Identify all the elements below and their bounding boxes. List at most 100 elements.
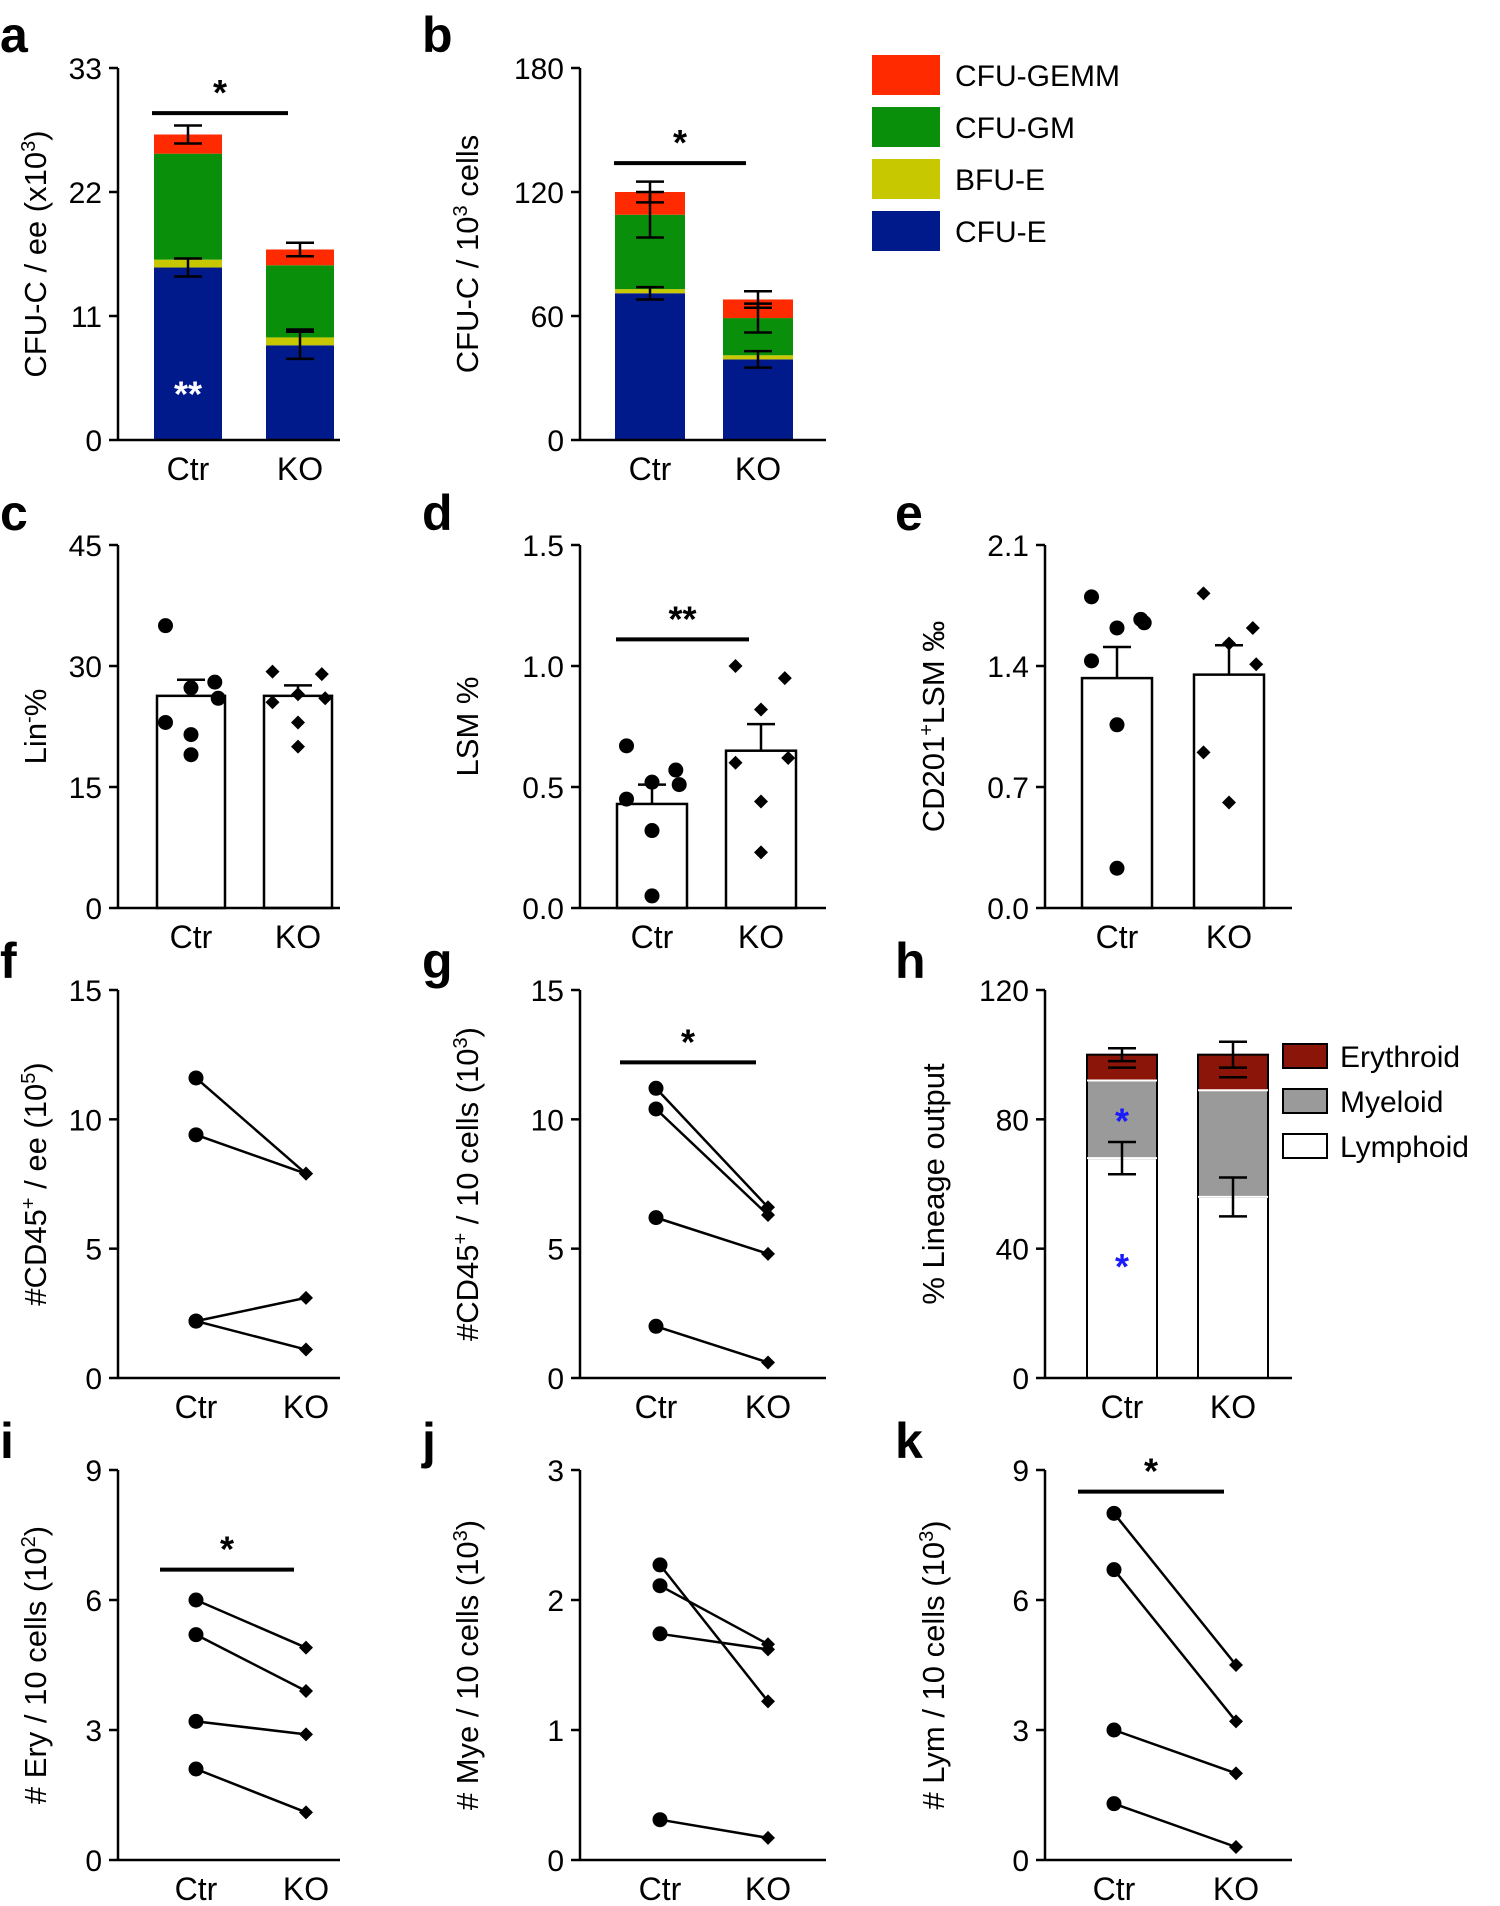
- data-point-circle: [644, 888, 660, 904]
- x-tick-label-ctr: Ctr: [629, 451, 672, 487]
- data-point-circle: [1109, 620, 1125, 636]
- data-point-circle: [1109, 717, 1125, 733]
- data-point-circle: [183, 747, 199, 763]
- panel-a: a CFU-C / ee (x103) ** 0 11 22 33 Ctr KO *: [0, 7, 340, 487]
- data-point-diamond: [761, 1200, 775, 1215]
- data-point-circle: [188, 1127, 204, 1143]
- panel-b: b CFU-C / 103 cells 0 60 120 180 Ctr KO *: [422, 7, 826, 487]
- panel-label-g: g: [422, 933, 453, 989]
- panel-label-d: d: [422, 485, 453, 541]
- data-point-diamond: [1222, 636, 1236, 651]
- y-tick-label: 1.4: [987, 651, 1029, 684]
- data-point-circle: [619, 791, 634, 807]
- pair-line: [1113, 1802, 1237, 1849]
- pair-line: [195, 1633, 307, 1693]
- data-point-diamond: [299, 1290, 313, 1305]
- data-point-diamond: [1222, 795, 1236, 810]
- y-tick-label: 5: [85, 1234, 102, 1267]
- data-point-circle: [158, 618, 173, 634]
- pair-line: [195, 1767, 307, 1814]
- y-tick-label: 120: [514, 177, 564, 210]
- y-axis-label: % Lineage output: [916, 1063, 951, 1305]
- pair-line: [195, 1720, 307, 1736]
- y-tick-label: 0: [85, 1845, 102, 1878]
- data-point-circle: [671, 777, 687, 793]
- y-tick-label: 80: [996, 1104, 1029, 1137]
- data-point-circle: [188, 1592, 204, 1608]
- bar-cfu-gm-ko: [266, 265, 334, 338]
- y-tick-label: 0: [1012, 1845, 1029, 1878]
- pair-line: [655, 1108, 769, 1216]
- y-axis-label: #CD45+ / ee (105): [18, 1062, 53, 1305]
- x-tick-label-ctr: Ctr: [175, 1389, 218, 1425]
- data-point-diamond: [299, 1166, 313, 1181]
- legend-swatch-erythroid: [1282, 1043, 1328, 1069]
- pair-line: [655, 1325, 769, 1364]
- data-point-diamond: [754, 794, 768, 809]
- data-point-circle: [1084, 589, 1099, 605]
- data-point-circle: [210, 690, 226, 706]
- y-axis-label: CFU-C / 103 cells: [450, 135, 485, 374]
- y-tick-label: 10: [69, 1104, 102, 1137]
- data-point-diamond: [754, 845, 768, 860]
- y-tick-label: 60: [531, 301, 564, 334]
- x-tick-label-ctr: Ctr: [631, 919, 674, 955]
- bar-lymphoid-ko: [1197, 1195, 1269, 1380]
- data-point-diamond: [314, 667, 329, 682]
- y-tick-label: 2: [547, 1585, 564, 1618]
- y-tick-label: 180: [514, 53, 564, 86]
- panel-label-b: b: [422, 7, 453, 63]
- data-point-circle: [619, 738, 634, 754]
- data-point-diamond: [728, 755, 743, 770]
- data-point-diamond: [1229, 1840, 1243, 1854]
- legend-swatch-bfu-e: [872, 159, 940, 199]
- pair-line: [659, 1584, 769, 1646]
- pair-line: [1113, 1512, 1237, 1666]
- data-point-diamond: [1229, 1714, 1243, 1729]
- y-tick-label: 3: [1012, 1715, 1029, 1748]
- legend-label-bfu-e: BFU-E: [955, 164, 1045, 197]
- data-point-circle: [1084, 653, 1099, 669]
- pair-line: [195, 1077, 307, 1175]
- data-point-circle: [1106, 1505, 1122, 1521]
- data-point-circle: [1106, 1722, 1122, 1738]
- x-tick-label-ko: KO: [1206, 919, 1252, 955]
- significance-star: *: [220, 1529, 234, 1570]
- y-tick-label: 45: [69, 530, 102, 563]
- y-tick-label: 120: [979, 975, 1029, 1008]
- data-point-diamond: [299, 1805, 313, 1820]
- panel-f: f #CD45+ / ee (105) 0 5 10 15 Ctr KO: [0, 933, 340, 1425]
- panel-label-a: a: [0, 7, 29, 63]
- bar-cfu-e-ctr: [154, 267, 222, 440]
- y-tick-label: 0.0: [987, 893, 1029, 926]
- data-point-diamond: [291, 715, 305, 730]
- y-tick-label: 0: [547, 425, 564, 458]
- x-tick-label-ctr: Ctr: [175, 1871, 218, 1906]
- data-point-diamond: [761, 1830, 775, 1845]
- bar-cfu-e-ko: [266, 345, 334, 440]
- data-point-diamond: [1245, 620, 1260, 635]
- data-point-diamond: [291, 739, 305, 754]
- y-axis-label: CFU-C / ee (x103): [18, 130, 53, 377]
- panel-label-i: i: [0, 1413, 14, 1469]
- panel-label-c: c: [0, 485, 28, 541]
- legend-label-erythroid: Erythroid: [1340, 1041, 1460, 1074]
- y-axis-label: Lin-%: [18, 689, 53, 765]
- data-point-circle: [183, 727, 199, 743]
- y-tick-label: 1.5: [522, 530, 564, 563]
- data-point-circle: [158, 714, 173, 730]
- data-point-diamond: [299, 1342, 313, 1357]
- data-point-diamond: [265, 695, 280, 710]
- x-tick-label-ko: KO: [738, 919, 784, 955]
- significance-star: *: [1144, 1451, 1158, 1492]
- data-point-circle: [188, 1761, 204, 1777]
- y-axis-label: # Lym / 10 cells (103): [916, 1520, 951, 1809]
- y-tick-label: 0: [85, 425, 102, 458]
- data-point-circle: [652, 1626, 668, 1642]
- legend-label-cfu-gm: CFU-GM: [955, 112, 1075, 145]
- y-tick-label: 33: [69, 53, 102, 86]
- inner-significance-star: **: [174, 374, 202, 415]
- y-axis-label: LSM %: [450, 677, 485, 777]
- x-tick-label-ko: KO: [1213, 1871, 1259, 1906]
